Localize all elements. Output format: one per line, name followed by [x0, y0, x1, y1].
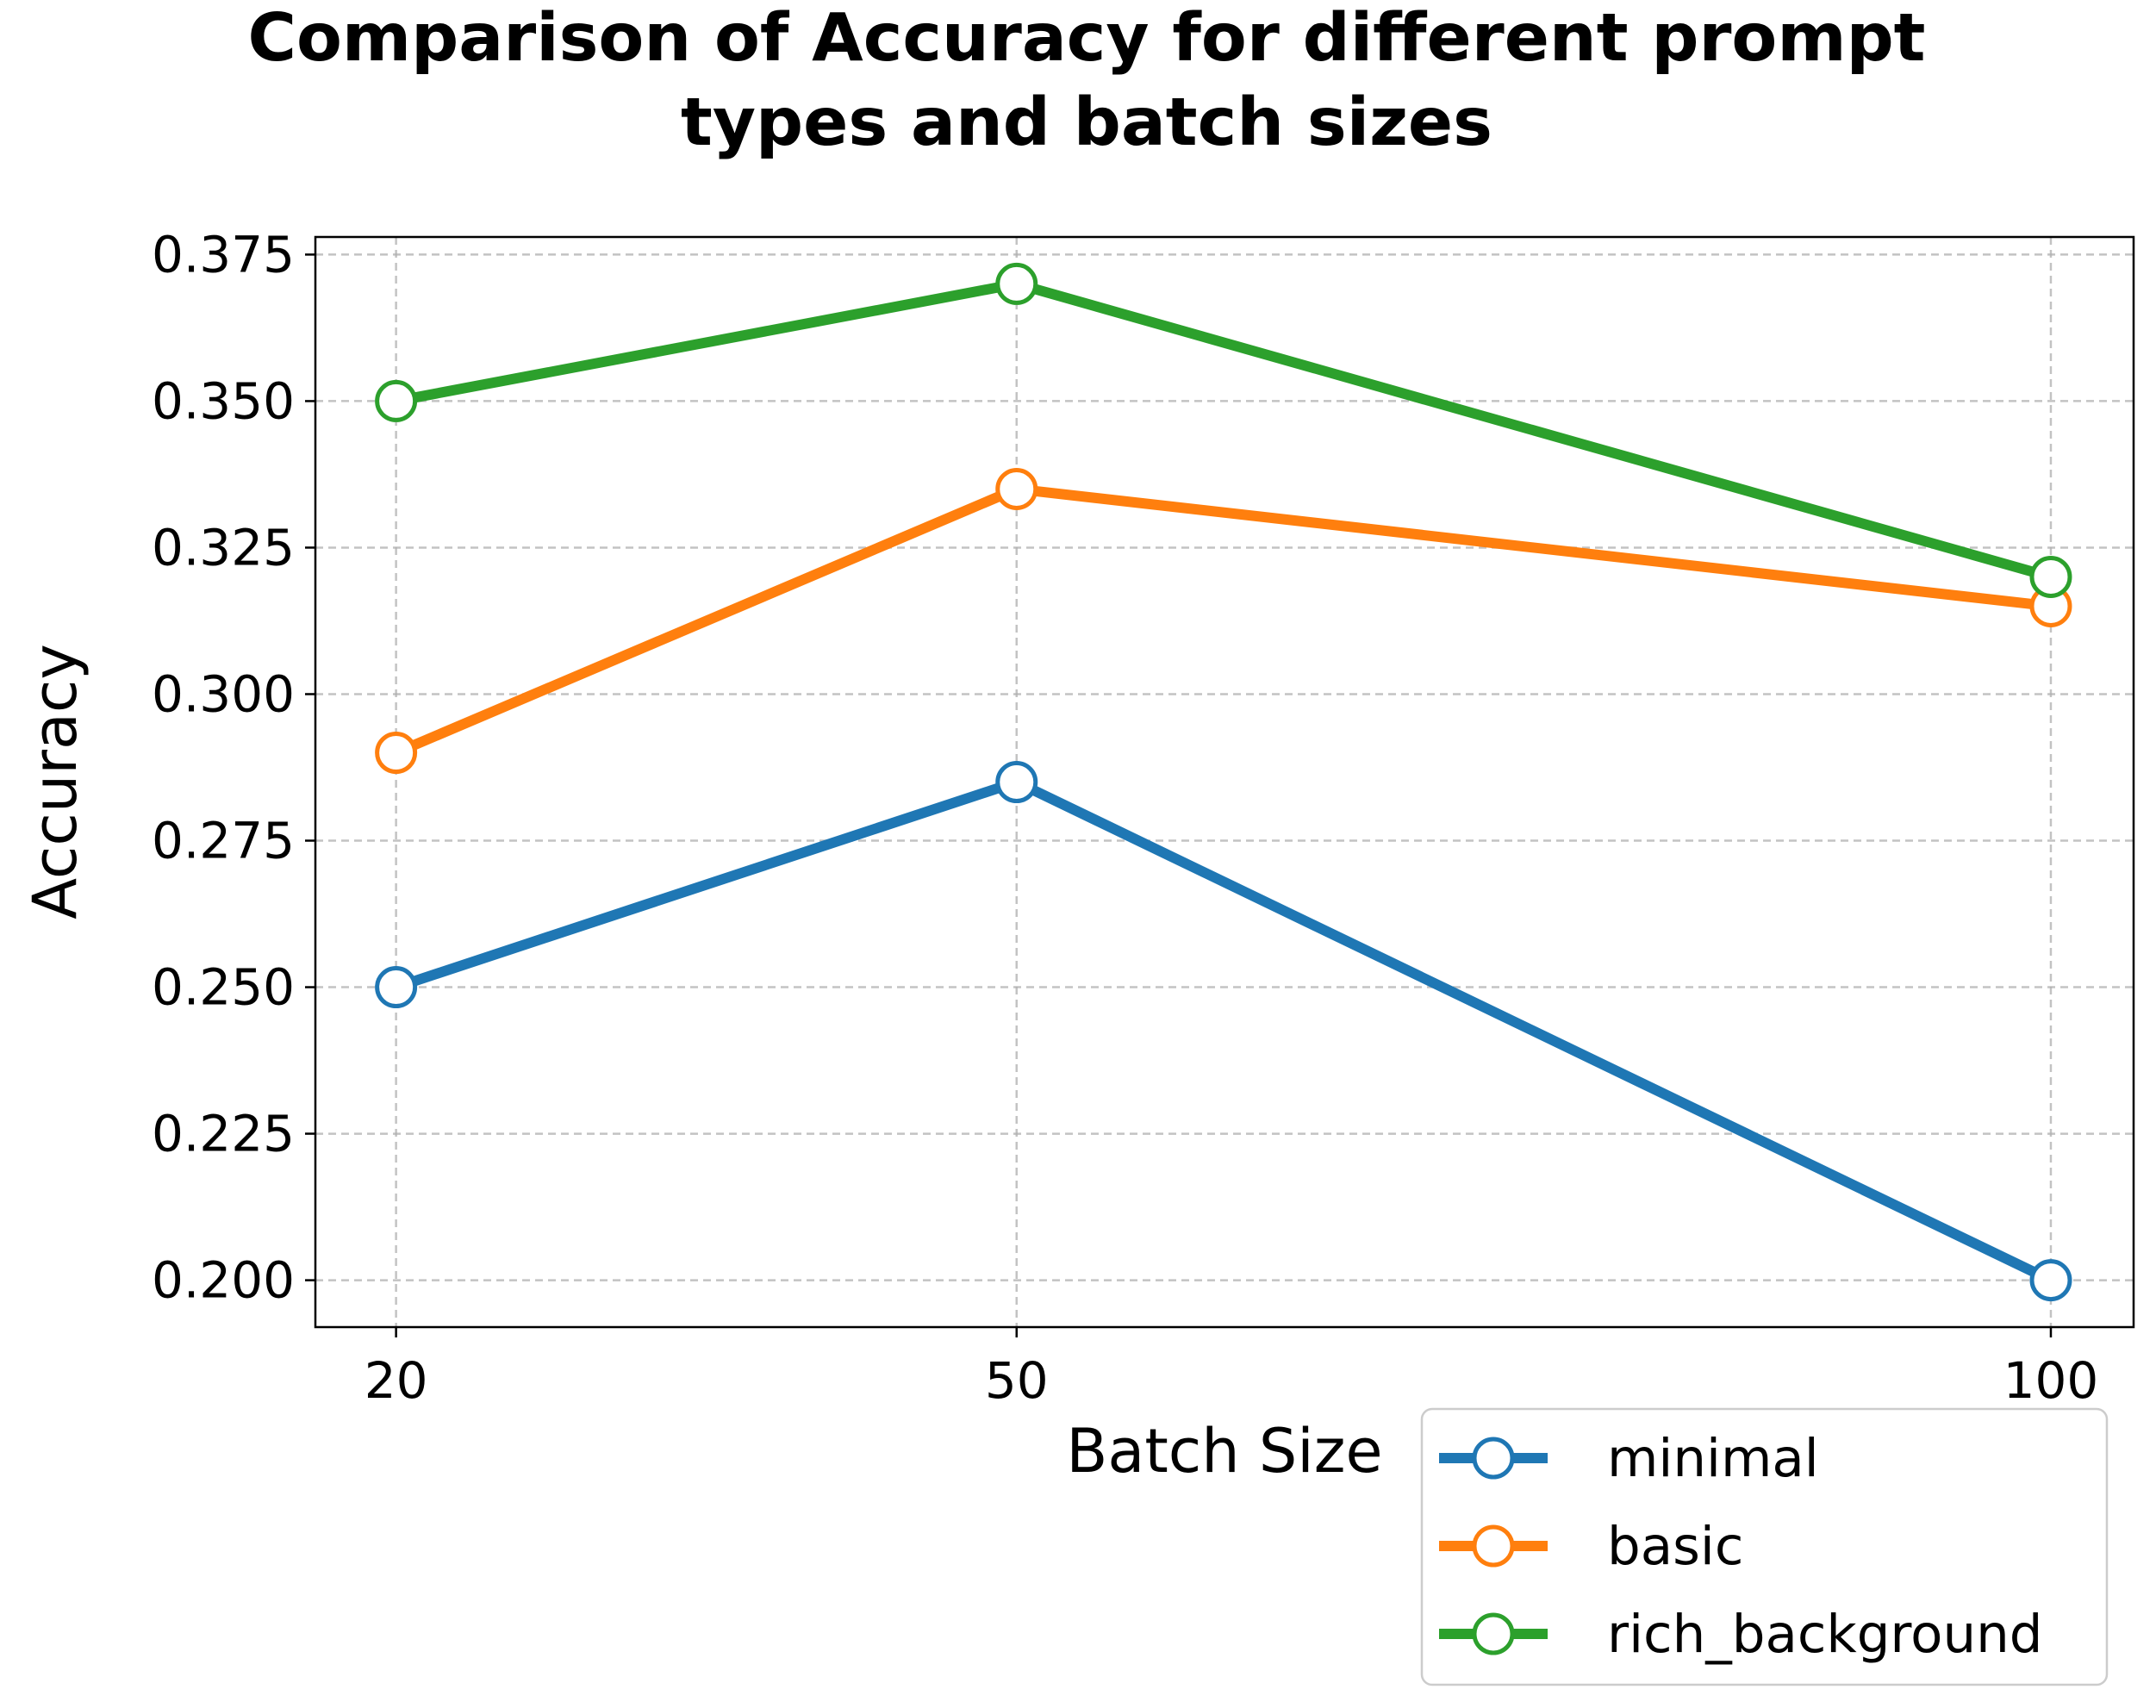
- legend-label: minimal: [1607, 1428, 1819, 1489]
- data-point-rich_background: [995, 262, 1038, 305]
- data-point-minimal: [995, 761, 1038, 803]
- grid-lines: [315, 237, 2134, 1327]
- legend-label: rich_background: [1607, 1604, 2043, 1665]
- data-point-basic: [995, 467, 1038, 510]
- legend-item-rich_background: rich_background: [1439, 1604, 2043, 1665]
- chart-title-line-1: Comparison of Accuracy for different pro…: [248, 0, 1926, 77]
- y-axis-label: Accuracy: [20, 644, 90, 919]
- y-tick-label: 0.275: [152, 812, 295, 870]
- x-axis-label: Batch Size: [1066, 1416, 1382, 1487]
- y-tick-label: 0.325: [152, 518, 295, 577]
- legend-item-minimal: minimal: [1439, 1428, 1819, 1489]
- series-rich_background: [375, 262, 2072, 598]
- series-line-basic: [390, 483, 2056, 758]
- data-point-basic: [375, 731, 418, 774]
- x-tick-label: 100: [2003, 1351, 2099, 1410]
- series-layer: [375, 262, 2072, 1302]
- chart-title-line-2: types and batch sizes: [681, 84, 1492, 161]
- series-line-rich_background: [390, 278, 2056, 583]
- series-minimal: [375, 761, 2072, 1302]
- legend-swatch-marker: [1472, 1437, 1515, 1480]
- y-tick-label: 0.375: [152, 225, 295, 284]
- data-point-rich_background: [375, 379, 418, 422]
- plot-area-frame: [314, 235, 2135, 1329]
- data-point-minimal: [375, 966, 418, 1009]
- y-tick-label: 0.300: [152, 664, 295, 723]
- y-tick-label: 0.225: [152, 1105, 295, 1163]
- axis-ticks: 0.200 0.225 0.250 0.275 0.300 0.325 0.350 0.375…: [152, 225, 2098, 1410]
- y-tick-label: 0.200: [152, 1251, 295, 1310]
- data-point-minimal: [2029, 1259, 2072, 1302]
- legend: minimal basic rich_background: [1420, 1407, 2109, 1686]
- x-tick-label: 50: [985, 1351, 1049, 1410]
- y-tick-label: 0.350: [152, 371, 295, 430]
- y-tick-label: 0.250: [152, 958, 295, 1017]
- legend-swatch-marker: [1472, 1524, 1515, 1568]
- legend-swatch-marker: [1472, 1612, 1515, 1655]
- legend-frame: [1420, 1407, 2109, 1686]
- x-tick-label: 20: [365, 1351, 428, 1410]
- legend-item-basic: basic: [1439, 1516, 1743, 1577]
- legend-label: basic: [1607, 1516, 1743, 1577]
- series-line-minimal: [390, 776, 2056, 1286]
- data-point-rich_background: [2029, 555, 2072, 598]
- chart-title: Comparison of Accuracy for different pro…: [248, 0, 1926, 161]
- series-basic: [375, 467, 2072, 774]
